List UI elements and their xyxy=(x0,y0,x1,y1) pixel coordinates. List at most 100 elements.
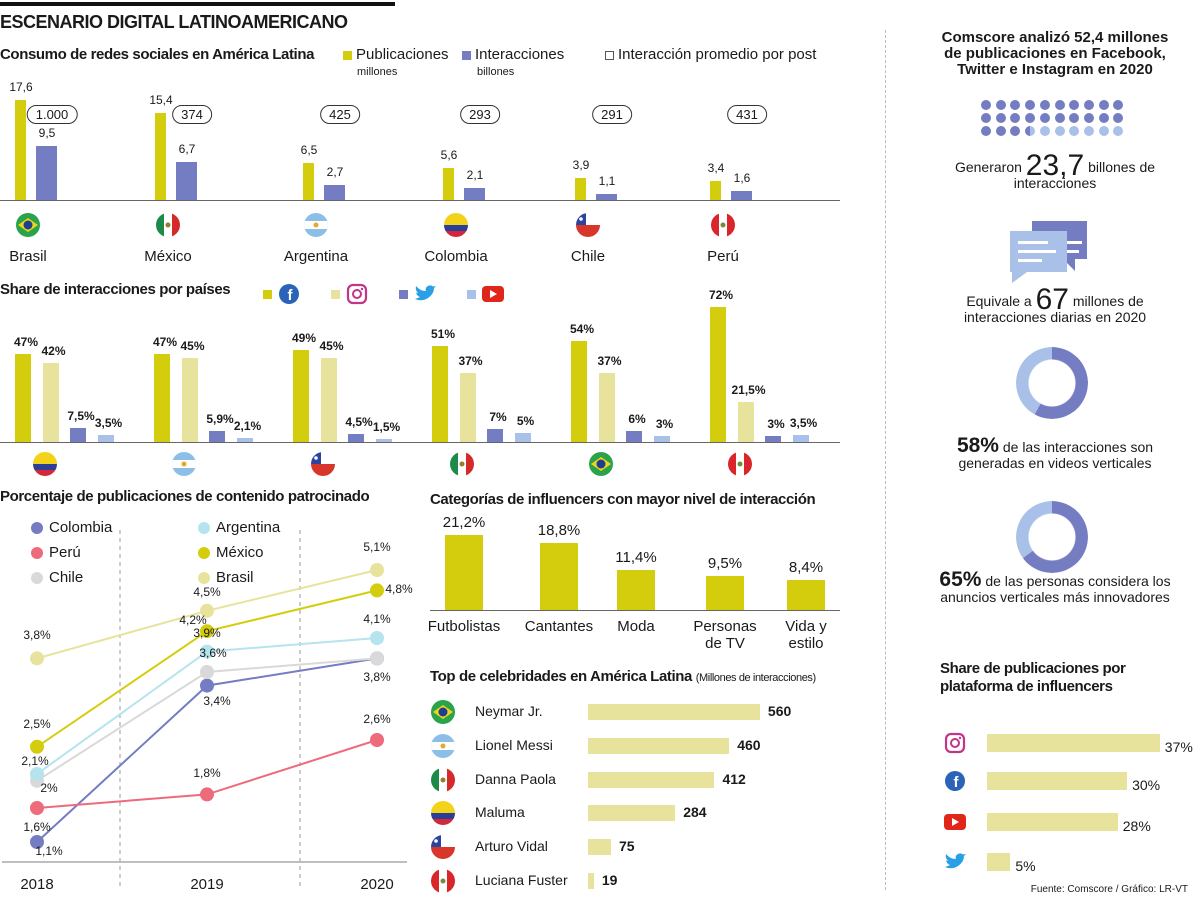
flag-mexico-icon xyxy=(449,451,475,477)
facebook-icon: f xyxy=(276,281,302,307)
legend-label: Publicaciones xyxy=(356,46,449,63)
bar-facebook xyxy=(710,307,726,442)
point-label: 3,6% xyxy=(199,646,227,660)
value-label: 5% xyxy=(516,413,535,428)
flag-brasil-icon xyxy=(588,451,614,477)
bar-twitter xyxy=(765,436,781,442)
legend-dot xyxy=(198,522,210,534)
bar-category xyxy=(445,534,483,610)
twitter-icon xyxy=(412,281,438,307)
value-label: 75 xyxy=(619,838,635,855)
bar-platform xyxy=(987,772,1128,790)
dot xyxy=(1113,126,1124,136)
data-point xyxy=(200,665,214,679)
bar-publicaciones xyxy=(155,112,166,200)
bar-youtube xyxy=(792,435,809,442)
bar-celebrity xyxy=(588,839,612,856)
value-label: 37% xyxy=(1164,739,1193,755)
dot xyxy=(1054,100,1065,110)
data-point xyxy=(200,603,214,618)
dot xyxy=(995,113,1006,123)
donut-caption-text: de las personas considera los anuncios v… xyxy=(940,573,1171,605)
svg-text:f: f xyxy=(288,287,294,304)
celebrity-name: Danna Paola xyxy=(475,770,556,787)
value-label: 1,5% xyxy=(372,420,401,435)
dot xyxy=(1025,100,1036,110)
column-divider xyxy=(885,30,886,890)
bar-twitter xyxy=(348,433,364,442)
country-label: Chile xyxy=(570,248,606,265)
legend-label: México xyxy=(216,544,264,561)
value-label: 460 xyxy=(737,736,761,753)
bar-youtube xyxy=(97,435,114,442)
flag-argentina-icon xyxy=(171,451,197,477)
value-label: 6% xyxy=(628,411,646,426)
bar-youtube xyxy=(653,436,670,442)
bar-instagram xyxy=(598,372,615,442)
value-label: 42% xyxy=(41,344,66,359)
value-label: 21,2% xyxy=(442,513,486,531)
dot xyxy=(1083,126,1094,136)
point-label: 4,8% xyxy=(385,582,413,597)
twitter-icon xyxy=(942,849,968,875)
legend-dot xyxy=(31,522,43,534)
dot xyxy=(1098,126,1109,136)
legend-label: Interacción promedio por post xyxy=(618,46,817,63)
bar-publicaciones xyxy=(575,177,586,200)
flag-colombia-icon xyxy=(430,800,456,826)
celebrity-name: Maluma xyxy=(475,804,525,821)
value-label: 2,1 xyxy=(466,168,484,183)
dot xyxy=(1069,100,1080,110)
value-label: 3% xyxy=(655,417,674,432)
bar-facebook xyxy=(154,353,170,442)
country-label: Colombia xyxy=(424,248,488,265)
legend-swatch xyxy=(331,290,340,299)
flag-brasil-icon xyxy=(15,212,41,238)
value-label: 4,5% xyxy=(345,414,373,429)
value-label: 7,5% xyxy=(67,408,95,423)
data-point xyxy=(370,583,384,598)
country-label: México xyxy=(144,248,192,265)
flag-colombia-icon xyxy=(443,212,469,238)
value-label: 412 xyxy=(722,770,746,787)
legend-dot xyxy=(31,572,43,584)
value-label: 37% xyxy=(597,353,622,368)
page-title: ESCENARIO DIGITAL LATINOAMERICANO xyxy=(0,12,348,32)
dot xyxy=(1113,113,1124,123)
value-label: 3,4 xyxy=(707,160,725,175)
chart8-title: Share de publicaciones por plataforma de… xyxy=(940,660,1126,695)
data-point xyxy=(200,787,214,802)
value-label: 2,1% xyxy=(233,419,262,434)
flag-peru-icon xyxy=(430,868,456,894)
value-label: 3% xyxy=(767,417,785,432)
data-point xyxy=(30,739,44,754)
value-label: 6,7 xyxy=(178,141,196,156)
bar-facebook xyxy=(15,353,31,442)
facebook-icon: f xyxy=(942,768,968,794)
legend-label: Colombia xyxy=(49,519,113,536)
bar-interacciones xyxy=(176,161,197,200)
bar-platform xyxy=(987,853,1011,871)
donut-caption-text: de las interacciones son generadas en vi… xyxy=(958,439,1154,471)
dot xyxy=(1010,126,1021,136)
bar-interacciones xyxy=(36,146,57,200)
bar-youtube xyxy=(375,439,392,442)
bar-instagram xyxy=(42,363,59,442)
legend-swatch xyxy=(462,50,471,60)
point-label: 4,2% xyxy=(179,613,207,628)
bar-youtube xyxy=(514,432,531,442)
chart5-unit: (Millones de interacciones) xyxy=(695,672,816,684)
bar-category xyxy=(540,543,578,610)
baseline xyxy=(430,610,840,611)
value-label: 8,4% xyxy=(788,559,824,577)
flag-argentina-icon xyxy=(430,733,456,759)
gen-pre: Generaron xyxy=(954,159,1022,175)
point-label: 3,4% xyxy=(203,693,231,708)
bar-celebrity xyxy=(588,873,594,889)
dot xyxy=(1025,113,1036,123)
point-label: 2,6% xyxy=(363,712,391,726)
dot xyxy=(1054,126,1065,136)
flag-chile-icon xyxy=(310,451,336,477)
chart3-title: Porcentaje de publicaciones de contenido… xyxy=(0,488,370,505)
